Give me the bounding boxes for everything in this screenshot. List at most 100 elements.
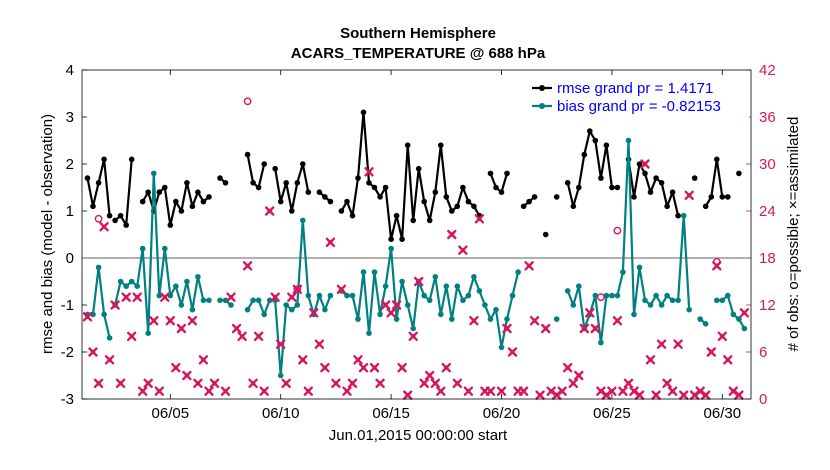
legend: rmse grand pr = 1.4171 bias grand pr = -… xyxy=(527,75,749,119)
rmse-point xyxy=(531,194,538,200)
rmse-point xyxy=(570,203,577,210)
bias-point xyxy=(117,278,124,285)
bias-point xyxy=(228,302,234,308)
bias-point xyxy=(206,297,212,304)
rmse-point xyxy=(360,109,367,116)
rmse-point xyxy=(669,189,676,195)
y-tick-label: 1 xyxy=(66,203,74,220)
obs-assimilated-marker xyxy=(137,386,148,396)
obs-x-center xyxy=(433,381,438,386)
bias-point xyxy=(443,283,450,290)
bias-point xyxy=(515,269,521,275)
rmse-point xyxy=(84,175,91,181)
rmse-point xyxy=(371,184,378,191)
rmse-point xyxy=(189,203,196,210)
obs-x-center xyxy=(206,389,212,394)
obs-assimilated-marker xyxy=(314,339,325,349)
rmse-point xyxy=(327,198,334,205)
bias-point xyxy=(178,302,185,308)
obs-x-center xyxy=(228,295,234,300)
bias-point xyxy=(421,292,428,299)
obs-assimilated-marker xyxy=(436,386,446,396)
obs-x-center xyxy=(388,310,394,315)
bias-point xyxy=(465,292,472,299)
obs-x-center xyxy=(262,389,267,394)
rmse-point xyxy=(487,170,494,177)
bias-point xyxy=(686,306,692,313)
y-tick-label: 3 xyxy=(66,109,74,126)
obs-possible-marker xyxy=(597,293,605,302)
rmse-point xyxy=(520,203,527,210)
rmse-point xyxy=(631,194,637,200)
bias-point xyxy=(250,297,256,304)
obs-assimilated-marker xyxy=(408,331,418,341)
obs-assimilated-marker xyxy=(706,347,716,357)
bias-point xyxy=(653,292,659,299)
obs-assimilated-marker xyxy=(441,363,451,373)
obs-x-center xyxy=(537,392,543,398)
bias-point xyxy=(151,170,157,177)
bias-point xyxy=(283,302,290,308)
obs-x-center xyxy=(510,349,515,355)
obs-assimilated-marker xyxy=(518,386,529,396)
obs-assimilated-marker xyxy=(541,323,551,334)
obs-assimilated-marker xyxy=(171,363,181,373)
obs-assimilated-marker xyxy=(684,190,694,201)
rmse-point xyxy=(101,156,107,163)
bias-point xyxy=(592,292,599,299)
rmse-point xyxy=(338,208,345,214)
obs-x-center xyxy=(620,389,626,394)
bias-point xyxy=(322,306,328,313)
obs-assimilated-marker xyxy=(226,292,236,302)
y2-tick-label: 12 xyxy=(759,297,776,314)
obs-x-center xyxy=(438,389,443,394)
bias-point xyxy=(647,302,654,308)
rmse-point xyxy=(123,222,129,228)
obs-assimilated-marker xyxy=(325,237,336,248)
obs-assimilated-marker xyxy=(110,300,120,310)
obs-x-center xyxy=(488,389,493,394)
obs-x-center xyxy=(201,357,206,362)
rmse-point xyxy=(178,208,185,214)
obs-x-center xyxy=(675,342,681,347)
bias-point xyxy=(388,245,394,252)
obs-x-center xyxy=(278,342,283,347)
bias-point xyxy=(393,316,400,322)
bias-point xyxy=(741,325,748,332)
obs-assimilated-marker xyxy=(303,386,313,396)
rmse-point xyxy=(167,222,174,228)
obs-assimilated-marker xyxy=(99,221,109,232)
bias-point xyxy=(300,217,306,224)
obs-assimilated-marker xyxy=(728,386,738,396)
obs-assimilated-marker xyxy=(425,370,435,381)
rmse-line xyxy=(489,173,509,194)
obs-assimilated-marker xyxy=(391,300,402,310)
bias-point xyxy=(675,297,681,304)
bias-point xyxy=(261,311,268,318)
obs-assimilated-marker xyxy=(364,167,374,177)
bias-point xyxy=(377,311,383,318)
obs-x-center xyxy=(101,224,107,229)
bias-point xyxy=(498,344,505,351)
rmse-point xyxy=(255,184,262,191)
rmse-point xyxy=(587,128,593,134)
obs-assimilated-marker xyxy=(607,386,617,396)
obs-x-center xyxy=(107,357,112,362)
obs-x-center xyxy=(521,389,526,394)
obs-assimilated-marker xyxy=(579,323,589,334)
rmse-point xyxy=(598,175,604,181)
y-axis-label: rmse and bias (model - observation) xyxy=(39,114,56,354)
obs-x-center xyxy=(284,381,289,386)
obs-assimilated-marker xyxy=(403,390,413,400)
obs-x-center xyxy=(344,389,350,394)
bias-point xyxy=(184,278,190,285)
bias-point xyxy=(360,269,367,275)
bias-point xyxy=(200,297,207,304)
obs-assimilated-marker xyxy=(667,386,678,396)
rmse-point xyxy=(471,203,477,210)
obs-x-center xyxy=(267,208,272,214)
obs-x-center xyxy=(383,302,388,308)
rmse-point xyxy=(217,175,223,181)
y2-tick-label: 24 xyxy=(759,203,776,220)
bias-point xyxy=(217,297,223,304)
